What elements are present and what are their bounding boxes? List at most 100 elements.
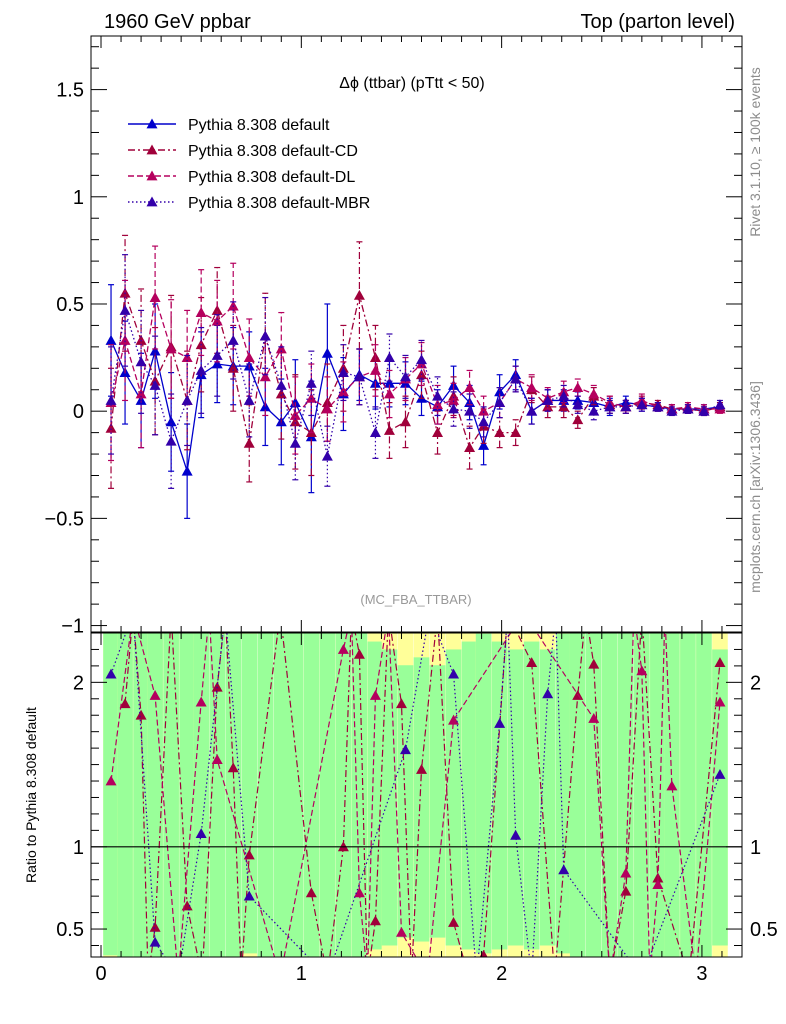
data-point [165,435,177,446]
ratio-point [149,936,161,947]
ratio-band-inner [209,633,226,957]
data-point [383,424,395,435]
data-point [416,354,428,365]
data-point [353,289,365,300]
ratio-point [526,657,538,668]
data-point [181,465,193,476]
series-line [110,297,720,417]
ratio-point [369,915,381,926]
ratio-point [243,890,255,901]
data-point [105,394,117,405]
header-left-label: 1960 GeV ppbar [104,11,251,33]
ratio-band-inner [163,633,179,957]
ratio-band-inner [319,633,336,957]
data-point [305,377,317,388]
ratio-point [620,867,632,878]
ratio-band-inner [257,633,274,957]
ratio-point [105,775,117,786]
ratio-point [714,657,726,668]
data-point [478,439,490,450]
chart-title: Δϕ (ttbar) (pTtt < 50) [339,75,484,92]
data-point [510,373,522,384]
main-series-group [105,234,726,519]
data-point [542,394,554,405]
data-point [321,450,333,461]
ratio-band-inner [585,633,602,957]
ratio-band-inner [664,633,680,957]
legend-marker [146,170,158,181]
data-point [432,427,444,438]
ratio-band-inner [569,633,586,957]
ratio-point [135,709,147,720]
ratio-band-inner [491,641,508,950]
ratio-point [149,689,161,700]
ratio-band-inner [475,633,492,954]
ratio-point [369,689,381,700]
ratio-point [337,643,349,654]
data-point [369,427,381,438]
ratio-point [353,887,365,898]
ratio-point [416,764,428,774]
data-point [588,405,600,416]
data-point [275,388,287,399]
data-point [478,405,490,416]
legend: Pythia 8.308 default Pythia 8.308 default… [128,117,370,212]
ratio-point [105,668,117,679]
x-tick-label: 2 [496,963,507,985]
data-point [321,347,333,358]
data-point [652,401,664,412]
data-point [243,394,255,405]
ratio-band-inner [225,633,242,957]
legend-entry: Pythia 8.308 default-DL [188,169,355,186]
data-point [211,315,223,326]
ratio-point [652,879,664,890]
data-point [494,427,506,438]
ratio-band-inner [303,633,320,957]
mcplots-label: mcplots.cern.ch [arXiv:1306.3436] [747,381,763,593]
series-line [110,293,721,450]
data-point [383,377,395,388]
data-point [135,356,147,367]
data-point [227,362,239,373]
data-point [119,304,131,315]
ratio-band-inner [445,649,462,946]
data-point [211,304,223,315]
ratio-band-inner [680,633,696,957]
data-point [714,399,726,410]
ratio-point [588,658,600,669]
data-point [464,382,476,392]
data-point [243,352,255,362]
ratio-band-inner [351,633,368,957]
ratio-y-tick-label: 2 [73,672,84,694]
ratio-band-inner [461,641,478,950]
ratio-band-inner [601,633,618,957]
ratio-point [119,698,131,709]
y-tick-label: 0.5 [56,294,84,316]
legend-entry: Pythia 8.308 default-CD [188,143,358,160]
data-point [682,403,694,414]
data-point [275,379,287,390]
data-point [558,390,570,401]
data-point [259,330,271,341]
data-point [149,379,161,390]
ratio-band-inner [241,633,258,954]
ratio-plot-frame [90,632,743,958]
ratio-point [666,780,678,791]
ratio-band-inner [367,641,384,950]
ratio-point [195,696,207,707]
ratio-y-axis-label: Ratio to Pythia 8.308 default [23,707,39,883]
ratio-point [353,648,365,659]
ratio-point [588,713,600,723]
data-point [383,352,395,362]
data-point [369,364,381,375]
ratio-band-inner [696,633,712,957]
ratio-band-inner [381,649,398,946]
series-line [110,310,721,457]
data-point [636,399,648,410]
data-point [588,388,600,399]
data-point [526,405,538,416]
ratio-band-inner [429,665,446,938]
data-point [105,334,117,345]
data-point [259,371,271,382]
